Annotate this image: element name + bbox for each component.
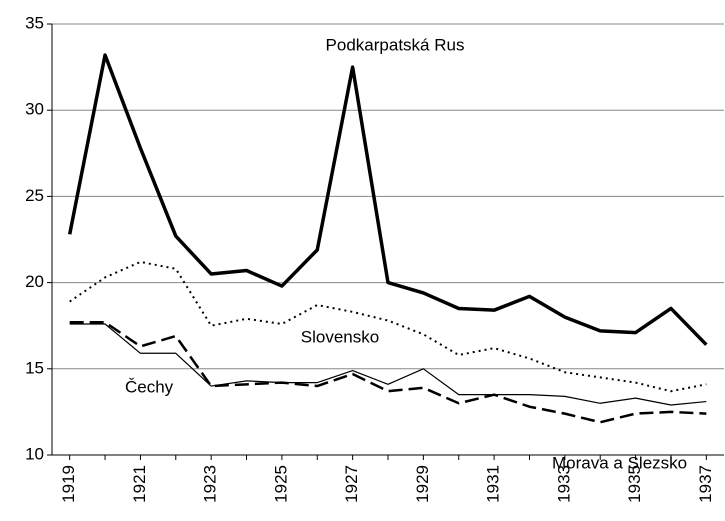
x-tick-label: 1919: [59, 465, 78, 503]
x-tick-label: 1923: [201, 465, 220, 503]
series-line: [67, 53, 708, 346]
x-tick-label: 1927: [342, 465, 361, 503]
x-tick-label: 1925: [271, 465, 290, 503]
series-label: Čechy: [125, 377, 174, 396]
y-tick-label: 30: [25, 100, 44, 119]
series-label: Morava a Slezsko: [552, 453, 687, 472]
y-tick-label: 10: [25, 444, 44, 463]
series-label: Podkarpatská Rus: [326, 35, 465, 54]
series-line: [69, 321, 707, 424]
x-tick-label: 1929: [413, 465, 432, 503]
x-tick-label: 1931: [484, 465, 503, 503]
series-line: [69, 323, 707, 406]
x-tick-label: 1921: [130, 465, 149, 503]
x-tick-label: 1933: [554, 465, 573, 503]
series-label: Slovensko: [301, 327, 379, 346]
x-tick-label: 1937: [696, 465, 715, 503]
y-tick-label: 15: [25, 358, 44, 377]
series-line: [69, 260, 707, 393]
y-tick-label: 25: [25, 186, 44, 205]
y-tick-label: 35: [25, 13, 44, 32]
y-tick-label: 20: [25, 272, 44, 291]
x-tick-label: 1935: [625, 465, 644, 503]
